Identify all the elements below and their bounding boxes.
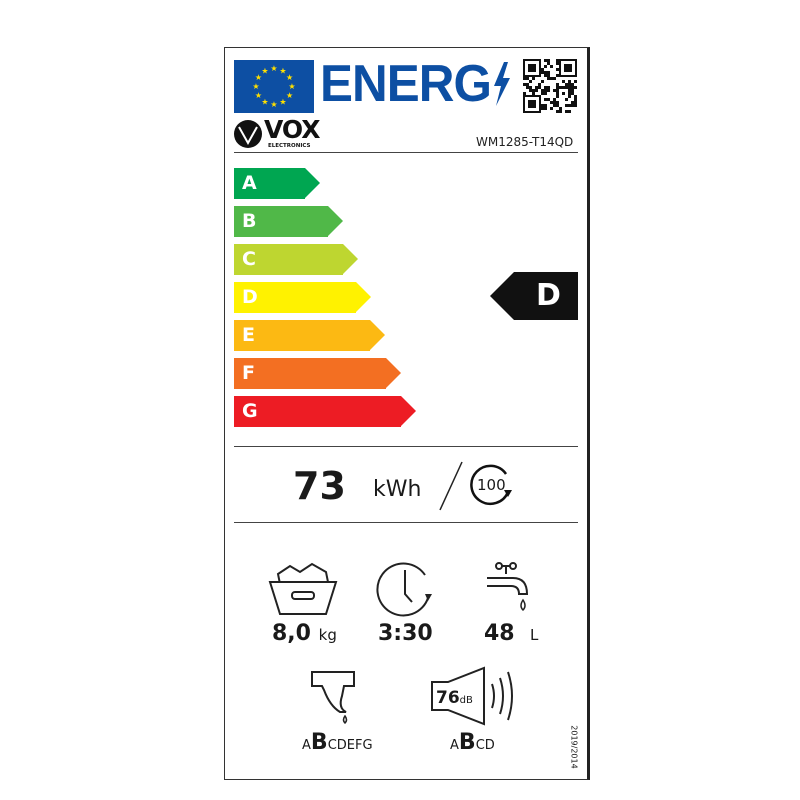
brand-logo: VOX [264, 115, 321, 144]
model-number: WM1285-T14QD [476, 135, 574, 149]
energy-class-bar-e: E [234, 320, 385, 351]
svg-text:★: ★ [270, 100, 277, 109]
spin-class: ABCDEFG [302, 730, 373, 755]
lightning-icon [494, 62, 510, 106]
divider [234, 522, 578, 523]
svg-text:★: ★ [255, 91, 262, 100]
qr-code[interactable] [523, 59, 577, 113]
svg-text:★: ★ [255, 73, 262, 82]
spin-drying-icon [311, 671, 355, 724]
divider [234, 152, 578, 153]
vox-logo-icon [234, 120, 262, 148]
capacity-value: 8,0 kg [272, 621, 337, 646]
cycles-icon: 100 [468, 462, 516, 510]
eu-flag: ★ ★ ★ ★ ★ ★ ★ ★ ★ ★ ★ ★ [234, 60, 314, 113]
divider [234, 446, 578, 447]
energy-class-bar-f: F [234, 358, 401, 389]
regulation-number: 2019/2014 [569, 725, 579, 769]
energy-class-bar-c: C [234, 244, 358, 275]
svg-text:★: ★ [261, 66, 268, 75]
noise-speaker-icon [431, 666, 513, 726]
clock-icon [376, 562, 432, 617]
svg-text:★: ★ [279, 66, 286, 75]
energy-title: ENERG [320, 55, 492, 113]
energy-class-bar-b: B [234, 206, 343, 237]
laundry-basket-icon [268, 562, 338, 615]
water-tap-icon [487, 562, 529, 612]
duration-value: 3:30 [378, 621, 433, 646]
energy-class-bar-a: A [234, 168, 320, 199]
svg-text:★: ★ [288, 82, 295, 91]
svg-text:★: ★ [286, 73, 293, 82]
water-value: 48 L [484, 621, 539, 646]
energy-class-bar-g: G [234, 396, 416, 427]
noise-class: ABCD [450, 730, 495, 755]
rated-class-indicator: D [490, 272, 578, 320]
energy-unit: kWh [373, 477, 422, 502]
energy-class-bar-d: D [234, 282, 371, 313]
noise-value: 76dB [436, 688, 473, 708]
svg-text:★: ★ [286, 91, 293, 100]
svg-text:★: ★ [261, 98, 268, 107]
svg-text:★: ★ [252, 82, 259, 91]
svg-text:★: ★ [270, 64, 277, 73]
energy-label [224, 47, 590, 780]
brand-sub: ELECTRONICS [268, 143, 311, 149]
slash-divider [439, 461, 463, 511]
svg-text:★: ★ [279, 98, 286, 107]
energy-value: 73 [293, 464, 346, 508]
